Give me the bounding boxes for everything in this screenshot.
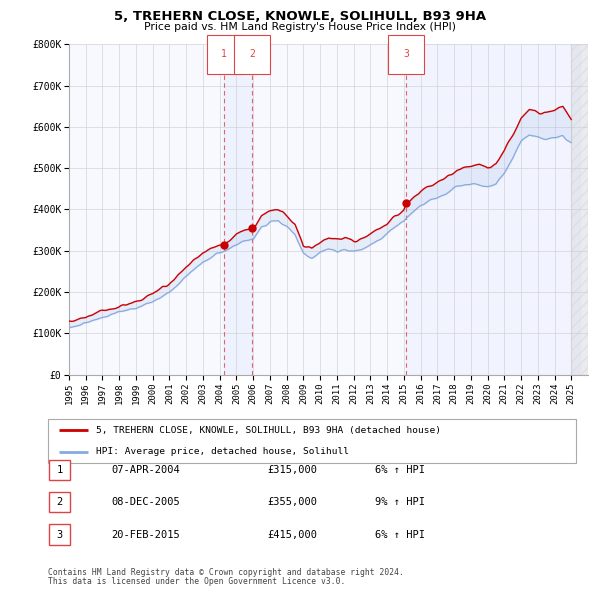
Text: 6% ↑ HPI: 6% ↑ HPI <box>375 530 425 539</box>
Text: 5, TREHERN CLOSE, KNOWLE, SOLIHULL, B93 9HA: 5, TREHERN CLOSE, KNOWLE, SOLIHULL, B93 … <box>114 10 486 23</box>
Text: 3: 3 <box>403 49 409 59</box>
Text: 5, TREHERN CLOSE, KNOWLE, SOLIHULL, B93 9HA (detached house): 5, TREHERN CLOSE, KNOWLE, SOLIHULL, B93 … <box>95 426 440 435</box>
Text: This data is licensed under the Open Government Licence v3.0.: This data is licensed under the Open Gov… <box>48 577 346 586</box>
FancyBboxPatch shape <box>49 460 70 480</box>
FancyBboxPatch shape <box>49 492 70 512</box>
Text: £355,000: £355,000 <box>267 497 317 507</box>
Bar <box>406 44 580 375</box>
Text: Price paid vs. HM Land Registry's House Price Index (HPI): Price paid vs. HM Land Registry's House … <box>144 22 456 32</box>
Text: £315,000: £315,000 <box>267 465 317 474</box>
FancyBboxPatch shape <box>48 419 576 463</box>
Text: Contains HM Land Registry data © Crown copyright and database right 2024.: Contains HM Land Registry data © Crown c… <box>48 568 404 576</box>
Text: 9% ↑ HPI: 9% ↑ HPI <box>375 497 425 507</box>
Text: £415,000: £415,000 <box>267 530 317 539</box>
Text: 1: 1 <box>56 465 62 474</box>
Text: 6% ↑ HPI: 6% ↑ HPI <box>375 465 425 474</box>
Text: HPI: Average price, detached house, Solihull: HPI: Average price, detached house, Soli… <box>95 447 349 456</box>
Text: 3: 3 <box>56 530 62 539</box>
Text: 2: 2 <box>249 49 255 59</box>
Text: 20-FEB-2015: 20-FEB-2015 <box>111 530 180 539</box>
FancyBboxPatch shape <box>49 525 70 545</box>
Text: 07-APR-2004: 07-APR-2004 <box>111 465 180 474</box>
Text: 1: 1 <box>221 49 227 59</box>
Bar <box>224 44 252 375</box>
Text: 2: 2 <box>56 497 62 507</box>
Text: 08-DEC-2005: 08-DEC-2005 <box>111 497 180 507</box>
Bar <box>571 44 588 375</box>
